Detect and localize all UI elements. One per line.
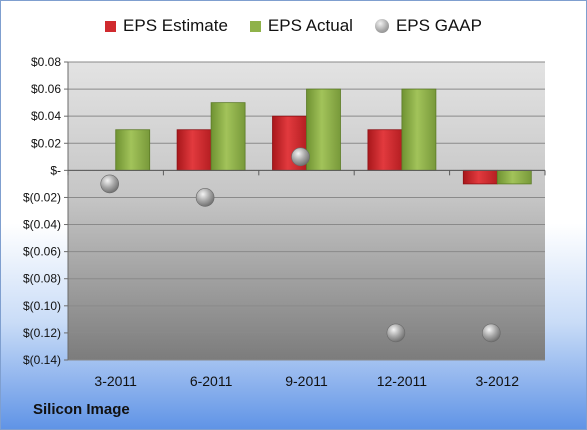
bar-eps-estimate — [462, 169, 498, 185]
y-tick-label: $(0.14) — [23, 353, 61, 367]
legend-item-gaap: EPS GAAP — [374, 16, 482, 36]
x-category-label: 3-2012 — [476, 373, 520, 389]
legend-label-gaap: EPS GAAP — [395, 16, 482, 35]
y-tick-label: $(0.12) — [23, 326, 61, 340]
x-category-label: 3-2011 — [94, 373, 137, 389]
y-tick-label: $(0.10) — [23, 299, 61, 313]
legend-item-estimate: EPS Estimate — [105, 16, 228, 36]
point-eps-gaap — [386, 323, 406, 343]
y-tick-label: $(0.02) — [23, 190, 61, 204]
legend-swatch-actual — [249, 20, 261, 32]
point-eps-gaap — [291, 147, 310, 167]
point-eps-gaap — [100, 174, 119, 194]
bar-eps-actual — [115, 129, 151, 171]
y-tick-label: $(0.04) — [23, 218, 61, 232]
bar-eps-actual — [210, 102, 246, 171]
y-tick-label: $(0.08) — [23, 272, 61, 286]
point-eps-gaap — [481, 323, 501, 343]
y-tick-label: $0.04 — [31, 109, 61, 123]
y-tick-label: $0.02 — [31, 136, 61, 150]
y-tick-label: $0.06 — [31, 82, 61, 96]
legend-label-estimate: EPS Estimate — [123, 16, 228, 35]
legend-swatch-estimate — [105, 20, 117, 32]
bar-eps-actual — [401, 88, 437, 171]
x-category-label: 6-2011 — [190, 373, 233, 389]
legend-marker-gaap — [374, 19, 389, 33]
bar-eps-estimate — [176, 129, 212, 171]
x-category-label: 9-2011 — [285, 373, 328, 389]
y-tick-label: $- — [50, 163, 61, 177]
y-tick-label: $(0.06) — [23, 245, 61, 259]
bar-eps-estimate — [367, 129, 403, 171]
company-name: Silicon Image — [33, 401, 130, 418]
legend-label-actual: EPS Actual — [267, 16, 353, 35]
x-category-label: 12-2011 — [377, 373, 428, 389]
point-eps-gaap — [195, 188, 215, 207]
legend: EPS Estimate EPS Actual EPS GAAP — [0, 16, 587, 36]
bar-eps-actual — [306, 88, 341, 171]
y-tick-label: $0.08 — [31, 55, 61, 69]
legend-item-actual: EPS Actual — [249, 16, 353, 36]
bar-eps-actual — [496, 169, 532, 185]
